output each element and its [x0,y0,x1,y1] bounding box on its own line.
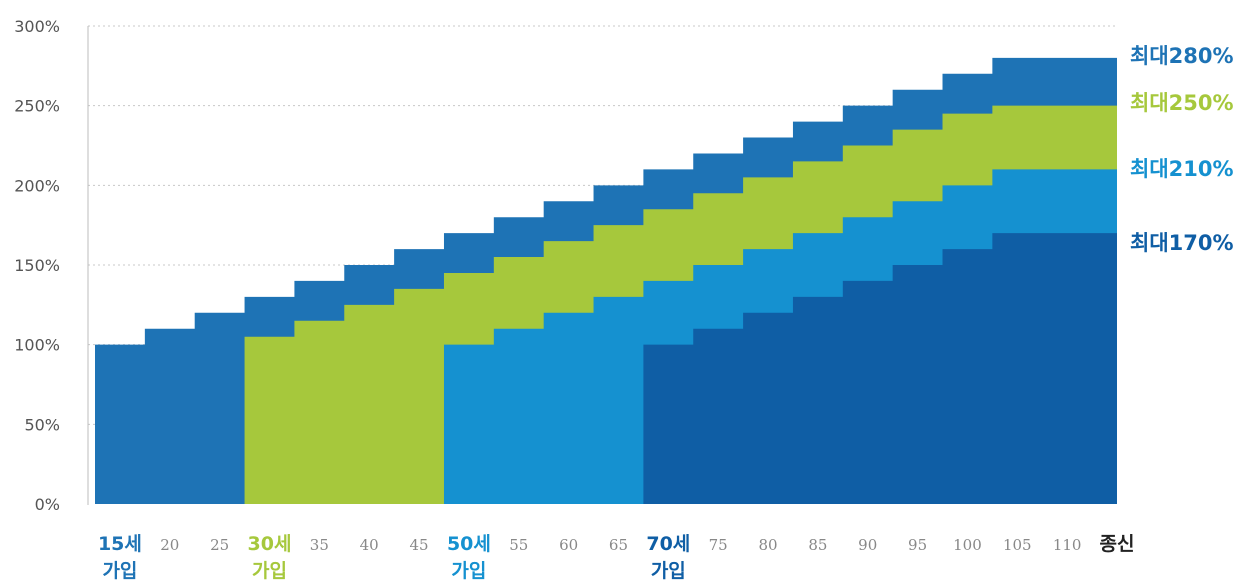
x-tick-label: 45 [410,536,429,554]
y-tick-label: 50% [24,415,60,434]
y-tick-label: 100% [14,336,60,355]
y-tick-labels: 0% 50% 100% 150% 200% 250% 300% [14,17,60,514]
x-tick-label: 95 [908,536,927,554]
x-tick-label: 25 [210,536,229,554]
x-tick-label: 105 [1003,536,1032,554]
x-tick-label: 20 [160,536,179,554]
series-end-label: 최대170% [1130,231,1234,255]
x-tick-sublabel: 가입 [451,560,486,582]
x-tick-label: 15세 [98,533,142,555]
area-layer [95,57,1118,505]
series-end-label: 최대250% [1130,91,1234,115]
x-tick-label: 65 [609,536,628,554]
x-tick-label: 종신 [1100,533,1135,555]
x-tick-label: 85 [808,536,827,554]
y-tick-label: 200% [14,176,60,195]
x-tick-label: 50세 [447,533,491,555]
y-tick-label: 150% [14,256,60,275]
x-tick-label: 30세 [248,533,292,555]
x-tick-label: 100 [953,536,982,554]
series-end-labels: 최대280% 최대250% 최대210% 최대170% [1130,44,1234,255]
series-area [643,233,1117,504]
x-tick-label: 90 [858,536,877,554]
x-tick-label: 80 [758,536,777,554]
x-tick-label: 75 [709,536,728,554]
x-tick-label: 40 [360,536,379,554]
x-tick-label: 55 [509,536,528,554]
y-tick-label: 0% [35,495,60,514]
y-tick-label: 250% [14,97,60,116]
x-tick-label: 70세 [646,533,690,555]
x-tick-sublabel: 가입 [252,560,287,582]
x-tick-label: 35 [310,536,329,554]
series-end-label: 최대210% [1130,157,1234,181]
x-tick-sublabel: 가입 [651,560,686,582]
x-tick-label: 60 [559,536,578,554]
y-tick-label: 300% [14,17,60,36]
x-tick-label: 110 [1053,536,1082,554]
series-end-label: 최대280% [1130,44,1234,68]
x-tick-sublabel: 가입 [102,560,137,582]
